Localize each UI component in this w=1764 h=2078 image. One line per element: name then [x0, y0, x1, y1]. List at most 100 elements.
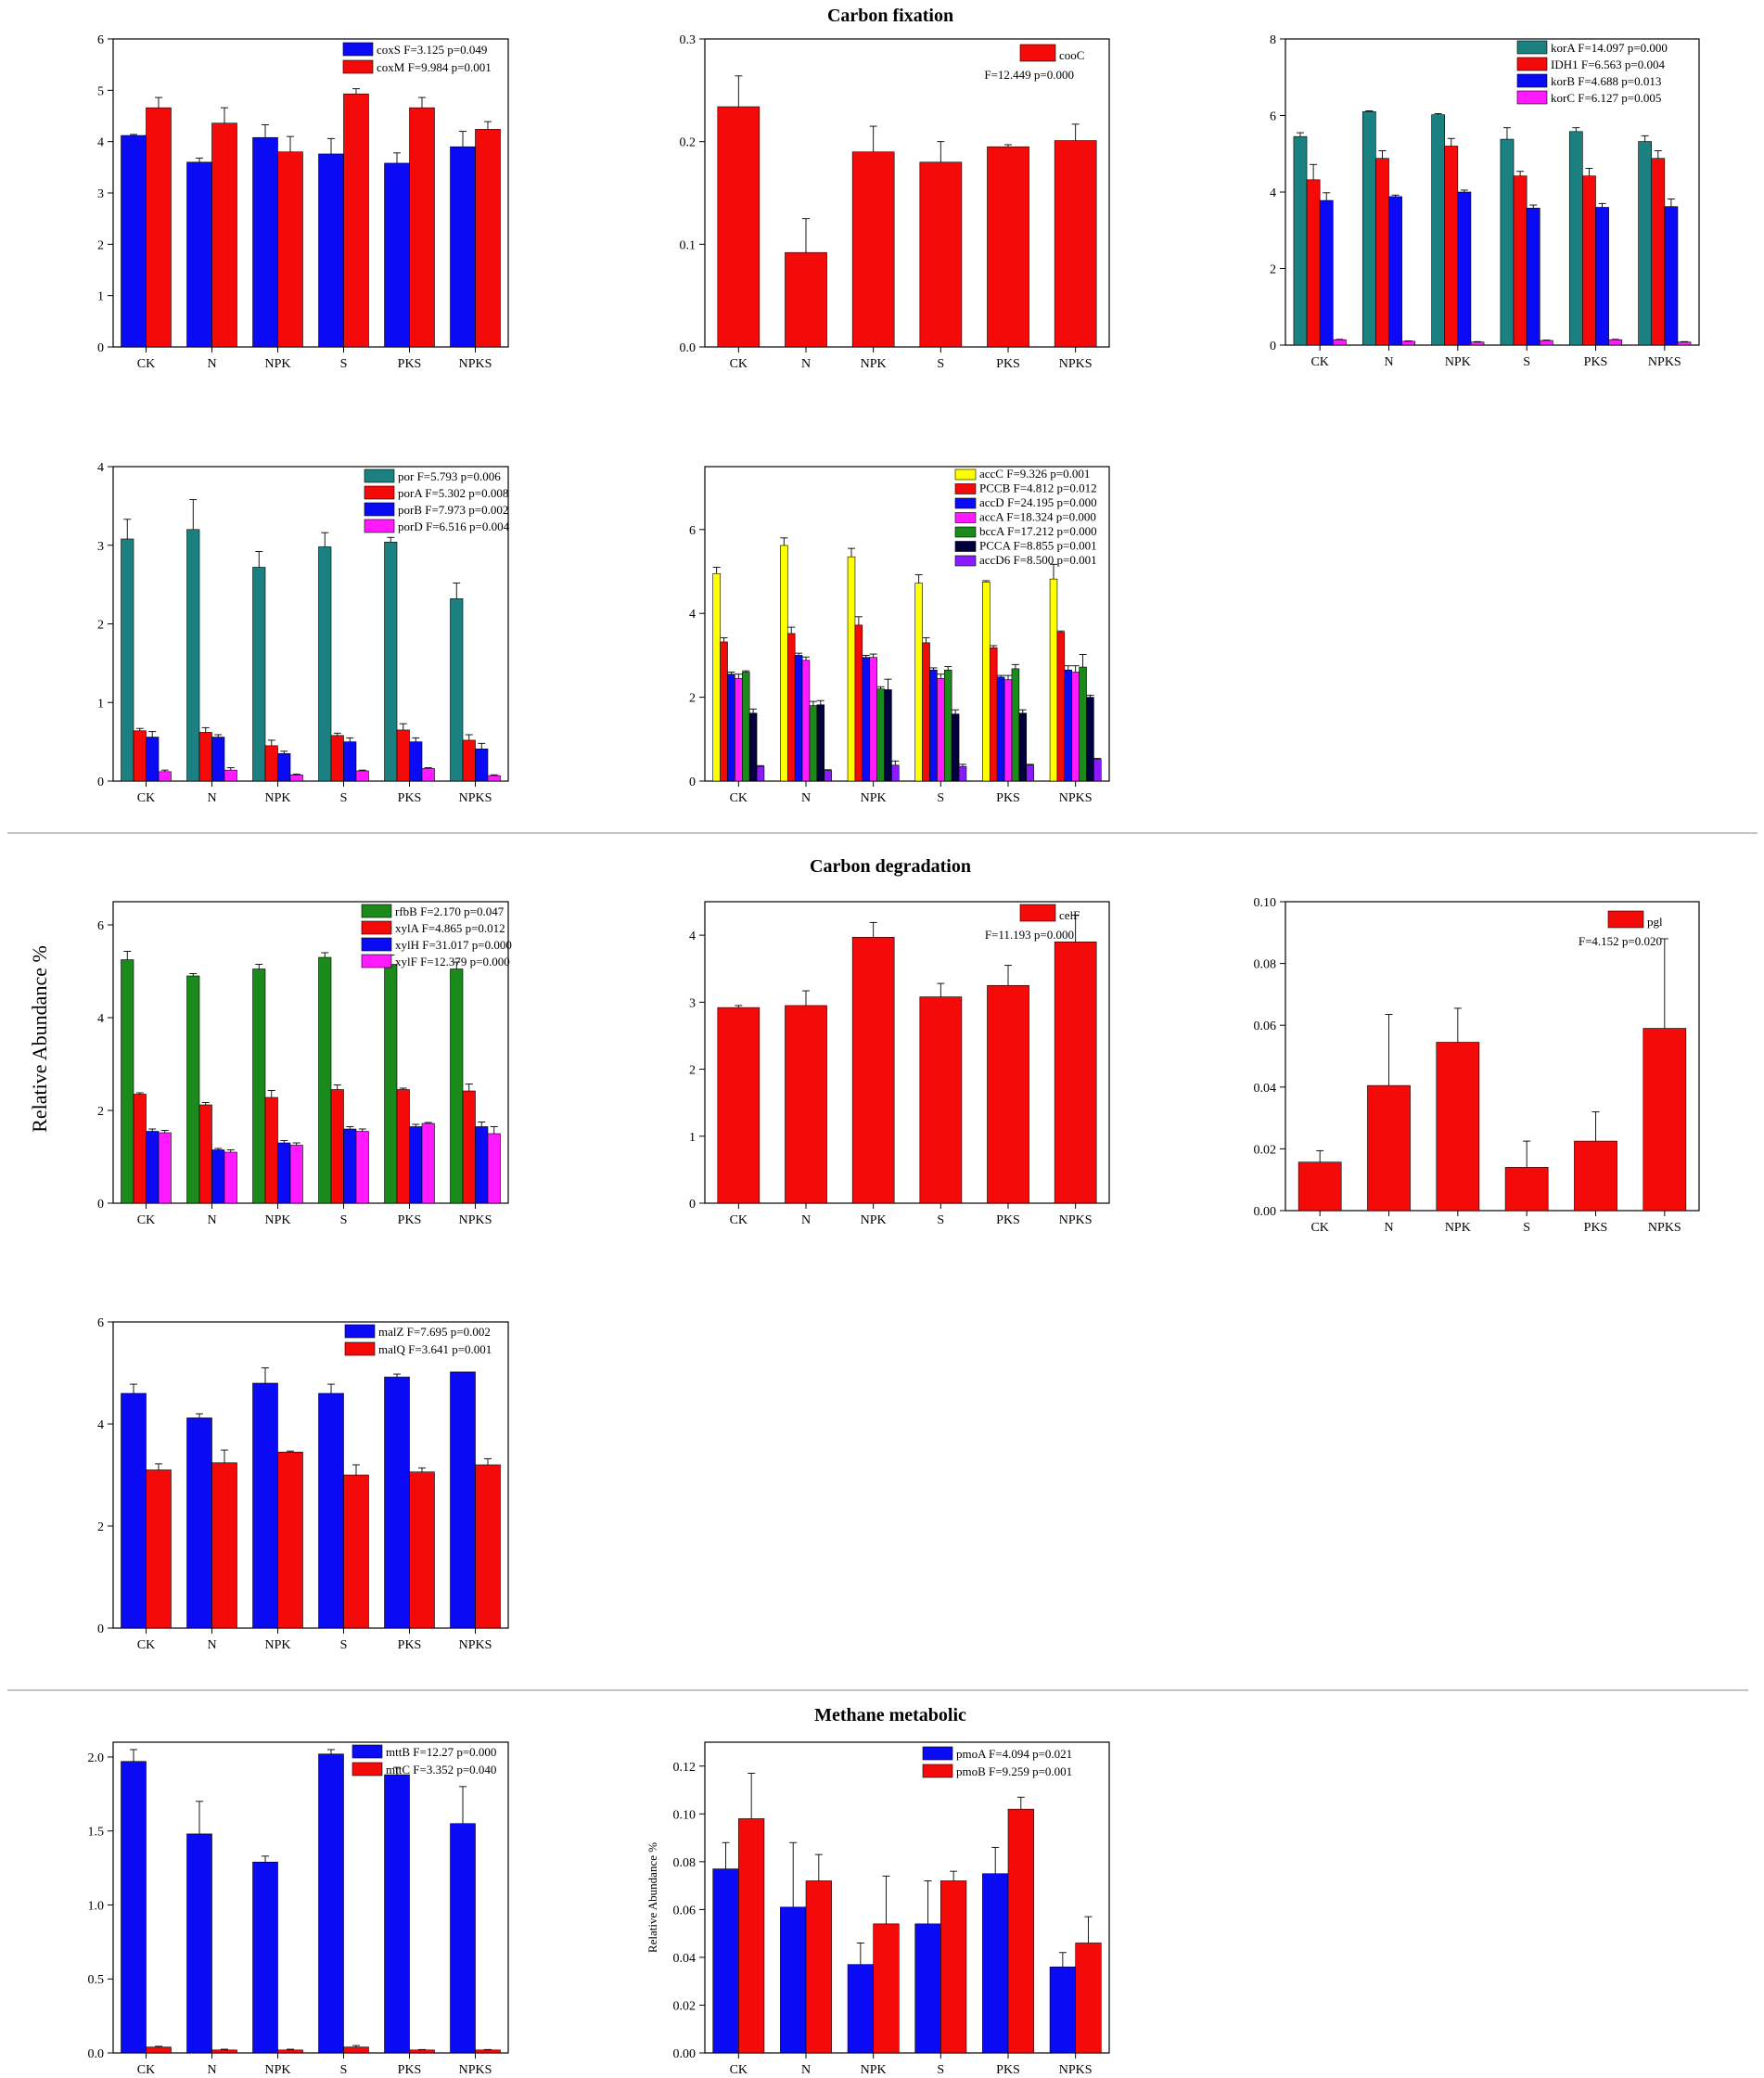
bar — [1608, 339, 1623, 346]
bar — [318, 956, 332, 1204]
y-tick-label: 1.5 — [88, 1826, 105, 1840]
x-tick-label: N — [207, 1213, 216, 1227]
x-tick-label: S — [340, 1213, 348, 1227]
legend-label: porA F=5.302 p=0.008 — [398, 486, 508, 500]
bar — [1054, 140, 1097, 348]
x-tick-label: N — [207, 2063, 216, 2077]
bar — [876, 688, 885, 782]
bar — [1026, 764, 1034, 782]
y-tick-label: 4 — [97, 1418, 104, 1432]
bar — [396, 729, 410, 782]
legend-label: accD F=24.195 p=0.000 — [979, 495, 1097, 509]
bar — [384, 542, 398, 782]
section-title-methane-metabolic: Methane metabolic — [814, 1705, 966, 1725]
section-title-carbon-degradation: Carbon degradation — [810, 856, 971, 877]
bar — [1367, 1084, 1411, 1212]
bar — [409, 1471, 435, 1629]
plot-frame — [112, 38, 509, 348]
bar — [343, 741, 357, 782]
bar — [211, 2049, 237, 2054]
bar — [1075, 1943, 1102, 2054]
bar — [738, 1818, 765, 2054]
legend: rfbB F=2.170 p=0.047 xylA F=4.865 p=0.012… — [361, 904, 512, 968]
bar — [421, 1122, 435, 1204]
legend-swatch — [1516, 40, 1548, 55]
y-tick-label: 4 — [1270, 186, 1276, 200]
bar — [996, 676, 1005, 782]
legend-swatch — [364, 468, 395, 483]
legend-label: korA F=14.097 p=0.000 — [1551, 41, 1668, 55]
legend: coxS F=3.125 p=0.049 coxM F=9.984 p=0.001 — [342, 42, 492, 74]
bar — [1457, 191, 1472, 346]
bar — [1011, 668, 1020, 782]
bar — [462, 739, 476, 782]
bar — [121, 538, 134, 782]
y-tick-label: 3 — [97, 540, 104, 554]
legend: celF F=11.193 p=0.000 — [985, 904, 1080, 942]
bar — [252, 1382, 278, 1629]
bar — [409, 741, 423, 782]
stat-annotation: F=12.449 p=0.000 — [984, 68, 1074, 82]
x-tick-label: NPK — [264, 357, 290, 371]
legend-label: malQ F=3.641 p=0.001 — [378, 1342, 492, 1356]
bar — [1677, 341, 1692, 346]
y-tick-label: 0 — [97, 1198, 104, 1212]
bar — [343, 2046, 369, 2054]
bar — [712, 572, 721, 782]
legend-swatch — [344, 1341, 376, 1356]
bar — [186, 1833, 212, 2054]
legend-swatch — [1019, 904, 1056, 922]
bar — [958, 765, 967, 782]
y-tick-label: 0.00 — [1254, 1205, 1277, 1219]
bar — [277, 151, 303, 348]
bar — [801, 660, 811, 782]
legend-swatch — [1516, 57, 1548, 71]
bar — [421, 768, 435, 782]
bar — [252, 1861, 278, 2054]
y-tick-label: 1.0 — [88, 1899, 105, 1913]
y-tick-label: 0.10 — [673, 1808, 697, 1822]
bar — [717, 1007, 761, 1204]
x-tick-label: CK — [730, 791, 748, 805]
x-tick-label: N — [207, 1638, 216, 1652]
bar — [475, 1126, 489, 1204]
y-tick-label: 2.0 — [88, 1751, 105, 1765]
bar — [869, 657, 877, 782]
y-tick-label: 0.3 — [680, 33, 697, 47]
x-tick-label: NPK — [861, 2063, 887, 2077]
bar — [1504, 1167, 1549, 1212]
legend-swatch — [954, 512, 977, 523]
bar — [1568, 131, 1583, 346]
bar — [1319, 199, 1334, 346]
y-tick-label: 0 — [1270, 340, 1276, 353]
bar — [264, 745, 278, 782]
bar — [1049, 1966, 1076, 2054]
bar — [982, 581, 991, 782]
y-tick-label: 4 — [97, 1012, 104, 1026]
bar — [186, 529, 200, 782]
legend-label: pmoB F=9.259 p=0.001 — [956, 1764, 1072, 1778]
x-tick-label: NPKS — [459, 1213, 492, 1227]
x-tick-label: S — [937, 1213, 944, 1227]
bar — [384, 1774, 410, 2054]
legend-label: porD F=6.516 p=0.004 — [398, 520, 510, 533]
legend-label: accD6 F=8.500 p=0.001 — [979, 553, 1097, 567]
x-tick-label: N — [801, 1213, 811, 1227]
bar — [277, 2049, 303, 2054]
y-tick-label: 0.12 — [673, 1761, 697, 1775]
x-tick-label: NPKS — [459, 1638, 492, 1652]
bar — [318, 1392, 344, 1629]
legend-label: pmoA F=4.094 p=0.021 — [956, 1747, 1072, 1761]
bar — [475, 1464, 501, 1629]
y-tick-label: 6 — [97, 33, 104, 47]
x-tick-label: NPK — [861, 791, 887, 805]
bar — [1056, 632, 1066, 782]
plot-frame — [112, 901, 509, 1204]
x-tick-label: S — [937, 791, 944, 805]
bar — [186, 975, 200, 1204]
